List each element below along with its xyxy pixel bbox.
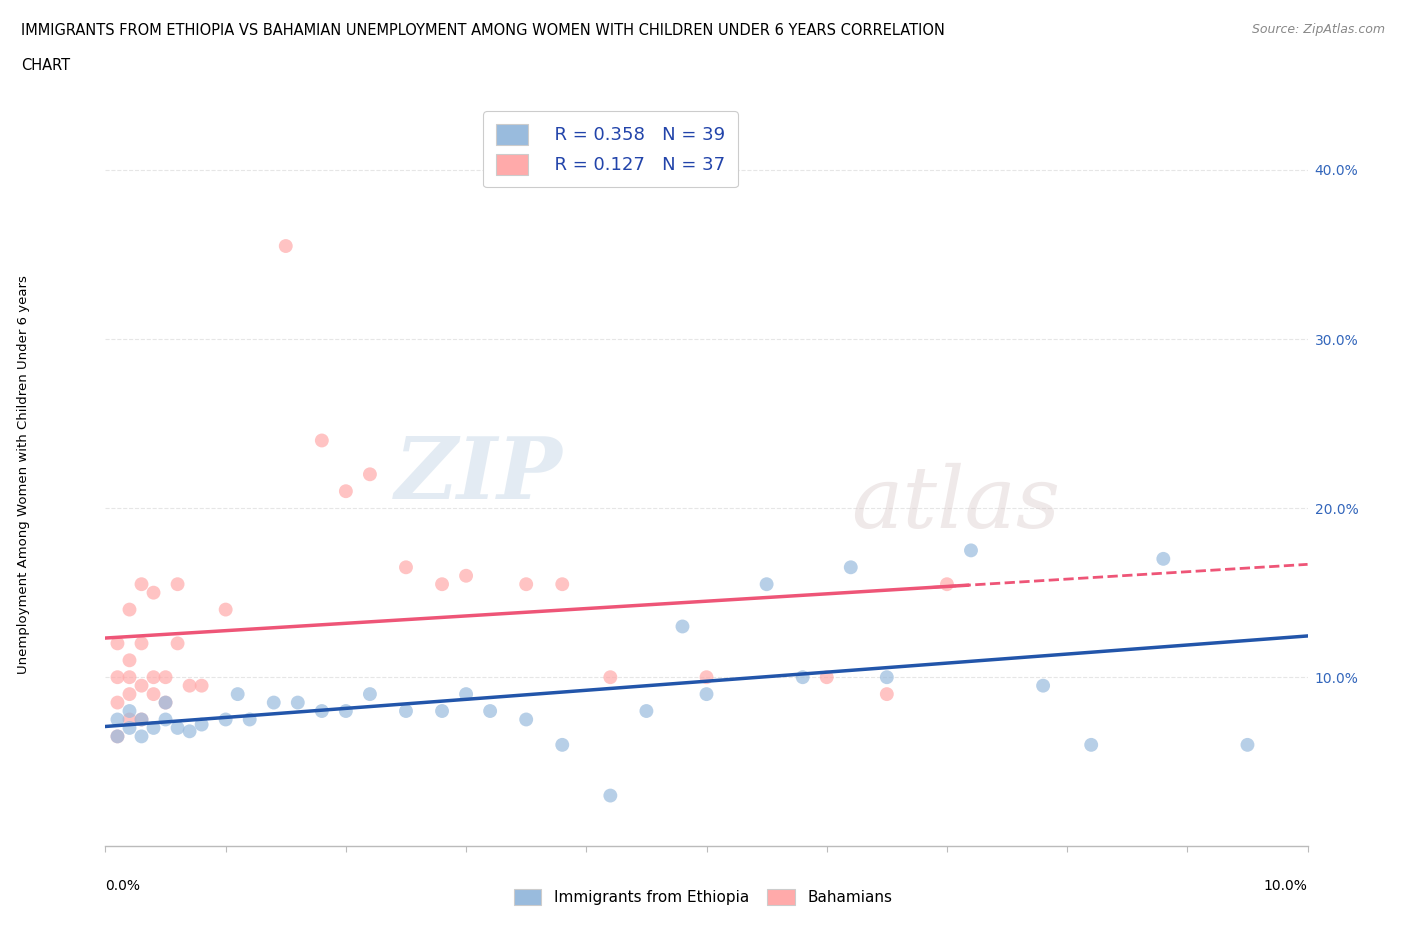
Point: [454, 686, 477, 701]
Point: [155, 695, 177, 710]
Point: [311, 433, 333, 448]
Point: [551, 577, 574, 591]
Point: [118, 712, 141, 727]
Point: [551, 737, 574, 752]
Point: [815, 670, 838, 684]
Point: [190, 717, 212, 732]
Point: [118, 704, 141, 719]
Point: [274, 239, 297, 254]
Point: [960, 543, 983, 558]
Point: [1236, 737, 1258, 752]
Point: [335, 484, 357, 498]
Point: [166, 577, 188, 591]
Legend: Immigrants from Ethiopia, Bahamians: Immigrants from Ethiopia, Bahamians: [506, 882, 900, 913]
Point: [179, 678, 201, 693]
Point: [131, 678, 153, 693]
Point: [118, 602, 141, 617]
Text: CHART: CHART: [21, 58, 70, 73]
Point: [107, 712, 129, 727]
Point: [155, 712, 177, 727]
Point: [107, 636, 129, 651]
Point: [636, 704, 658, 719]
Point: [131, 712, 153, 727]
Point: [430, 577, 453, 591]
Point: [839, 560, 862, 575]
Point: [107, 729, 129, 744]
Point: [792, 670, 814, 684]
Point: [107, 729, 129, 744]
Point: [142, 721, 165, 736]
Point: [118, 686, 141, 701]
Point: [335, 704, 357, 719]
Point: [131, 712, 153, 727]
Point: [239, 712, 262, 727]
Text: 10.0%: 10.0%: [1264, 879, 1308, 893]
Point: [131, 729, 153, 744]
Point: [190, 678, 212, 693]
Point: [755, 577, 778, 591]
Legend:   R = 0.358   N = 39,   R = 0.127   N = 37: R = 0.358 N = 39, R = 0.127 N = 37: [484, 112, 738, 187]
Point: [454, 568, 477, 583]
Point: [131, 577, 153, 591]
Point: [599, 788, 621, 803]
Point: [155, 670, 177, 684]
Point: [107, 695, 129, 710]
Text: Unemployment Among Women with Children Under 6 years: Unemployment Among Women with Children U…: [17, 275, 30, 673]
Point: [936, 577, 959, 591]
Point: [1032, 678, 1054, 693]
Point: [166, 636, 188, 651]
Point: [107, 670, 129, 684]
Point: [118, 653, 141, 668]
Point: [131, 636, 153, 651]
Point: [671, 619, 693, 634]
Point: [142, 670, 165, 684]
Point: [155, 695, 177, 710]
Point: [166, 721, 188, 736]
Text: Source: ZipAtlas.com: Source: ZipAtlas.com: [1251, 23, 1385, 36]
Point: [696, 686, 718, 701]
Point: [287, 695, 309, 710]
Point: [1080, 737, 1102, 752]
Point: [430, 704, 453, 719]
Point: [179, 724, 201, 738]
Point: [359, 467, 381, 482]
Point: [696, 670, 718, 684]
Point: [142, 686, 165, 701]
Text: 0.0%: 0.0%: [105, 879, 141, 893]
Point: [1152, 551, 1174, 566]
Point: [479, 704, 502, 719]
Point: [359, 686, 381, 701]
Point: [226, 686, 249, 701]
Point: [515, 712, 537, 727]
Point: [263, 695, 285, 710]
Point: [515, 577, 537, 591]
Point: [599, 670, 621, 684]
Text: atlas: atlas: [851, 463, 1060, 545]
Point: [118, 721, 141, 736]
Point: [395, 704, 418, 719]
Point: [214, 712, 236, 727]
Point: [395, 560, 418, 575]
Text: IMMIGRANTS FROM ETHIOPIA VS BAHAMIAN UNEMPLOYMENT AMONG WOMEN WITH CHILDREN UNDE: IMMIGRANTS FROM ETHIOPIA VS BAHAMIAN UNE…: [21, 23, 945, 38]
Point: [214, 602, 236, 617]
Point: [118, 670, 141, 684]
Point: [311, 704, 333, 719]
Text: ZIP: ZIP: [395, 432, 562, 516]
Point: [876, 670, 898, 684]
Point: [142, 585, 165, 600]
Point: [876, 686, 898, 701]
